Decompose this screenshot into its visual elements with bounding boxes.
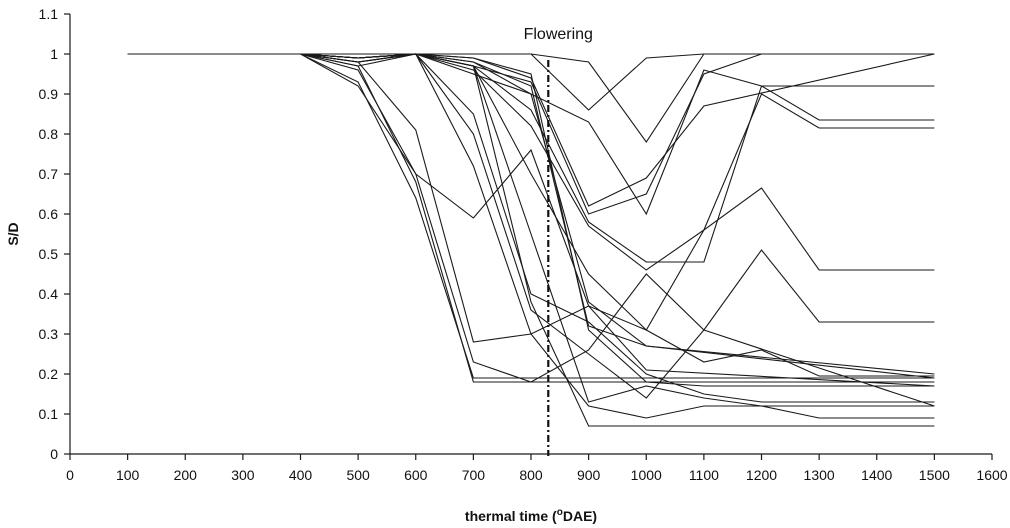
x-tick-label: 700 <box>462 467 486 483</box>
x-axis-title-main: thermal time ( <box>465 508 557 524</box>
series-line-8 <box>127 53 935 331</box>
series-line-14 <box>127 53 935 403</box>
y-axis-title: S/D <box>5 222 21 245</box>
x-tick-label: 1600 <box>976 467 1007 483</box>
series-line-13 <box>127 53 935 387</box>
series-lines <box>127 53 935 427</box>
series-line-3 <box>127 53 935 207</box>
x-tick-label: 300 <box>231 467 255 483</box>
x-tick-label: 800 <box>519 467 543 483</box>
x-tick-label: 900 <box>577 467 601 483</box>
y-tick-label: 0.1 <box>39 406 59 422</box>
x-axis-title: thermal time (oDAE) <box>465 507 597 524</box>
y-tick-label: 1.1 <box>39 6 59 22</box>
series-line-20 <box>127 53 935 379</box>
y-tick-label: 0.5 <box>39 246 59 262</box>
y-tick-label: 0.2 <box>39 366 59 382</box>
flowering-annotation: Flowering <box>524 26 593 43</box>
y-tick-label: 0.3 <box>39 326 59 342</box>
y-tick-label: 0.4 <box>39 286 59 302</box>
series-line-16 <box>127 53 935 419</box>
y-tick-label: 0.8 <box>39 126 59 142</box>
x-tick-label: 1300 <box>804 467 835 483</box>
x-tick-label: 0 <box>66 467 74 483</box>
x-tick-label: 500 <box>346 467 370 483</box>
x-tick-label: 1100 <box>689 467 719 483</box>
series-line-15 <box>127 53 935 407</box>
x-tick-label: 400 <box>289 467 313 483</box>
series-line-17 <box>127 53 935 419</box>
tick-labels: 0 100 200 300 400 500 600 700 800 900 1000 1100 1200… <box>39 6 1008 483</box>
y-tick-label: 0.9 <box>39 86 59 102</box>
x-tick-label: 200 <box>174 467 198 483</box>
x-tick-label: 1500 <box>919 467 950 483</box>
y-tick-label: 0 <box>50 446 58 462</box>
series-line-11 <box>127 53 935 379</box>
y-tick-label: 0.7 <box>39 166 59 182</box>
y-tick-label: 0.6 <box>39 206 59 222</box>
x-tick-label: 1400 <box>861 467 892 483</box>
series-line-9 <box>127 53 935 383</box>
x-tick-label: 1000 <box>631 467 662 483</box>
y-tick-label: 1 <box>50 46 58 62</box>
x-tick-label: 1200 <box>746 467 777 483</box>
x-tick-label: 100 <box>116 467 140 483</box>
x-axis-title-tail: DAE) <box>563 508 597 524</box>
axes <box>64 13 993 460</box>
x-tick-label: 600 <box>404 467 428 483</box>
series-line-1 <box>127 53 935 143</box>
series-line-21 <box>127 53 935 387</box>
series-line-10 <box>127 53 935 377</box>
series-line-5 <box>127 53 935 263</box>
series-line-19 <box>127 53 935 375</box>
x-axis-title-superscript: o <box>557 507 563 518</box>
